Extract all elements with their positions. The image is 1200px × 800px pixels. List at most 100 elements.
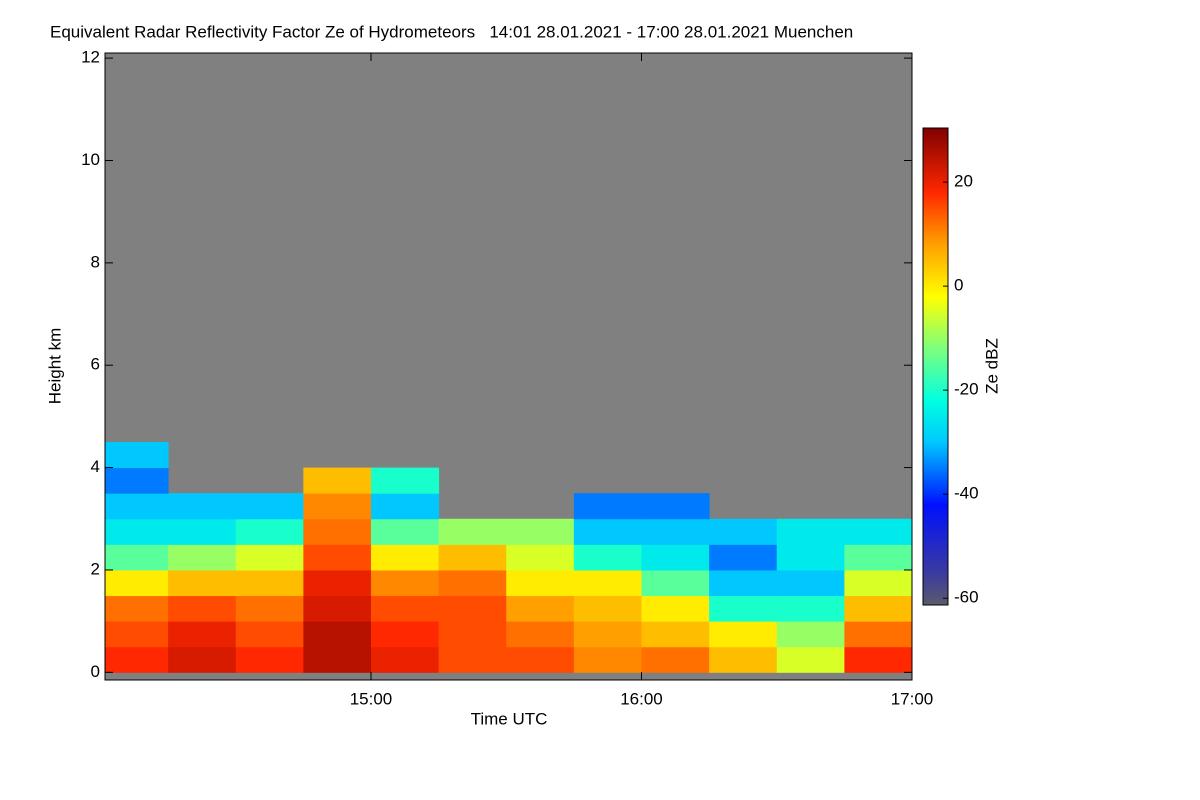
heatmap-cell bbox=[303, 518, 372, 545]
x-tick-label: 17:00 bbox=[891, 689, 934, 708]
heatmap-cell bbox=[438, 595, 507, 622]
chart-title: Equivalent Radar Reflectivity Factor Ze … bbox=[50, 22, 853, 41]
heatmap-cell bbox=[776, 646, 845, 673]
y-tick-label: 0 bbox=[91, 662, 100, 681]
heatmap-cell bbox=[105, 518, 169, 545]
heatmap-cell bbox=[641, 595, 710, 622]
heatmap-cell bbox=[370, 646, 440, 673]
heatmap-cell bbox=[235, 646, 304, 673]
heatmap-cell bbox=[105, 621, 169, 648]
heatmap-cell bbox=[105, 493, 169, 520]
y-tick-label: 6 bbox=[91, 355, 100, 374]
heatmap-cell bbox=[506, 569, 575, 597]
colorbar bbox=[922, 127, 949, 606]
heatmap-cell bbox=[370, 467, 440, 494]
heatmap-cell bbox=[709, 646, 778, 673]
heatmap-cell bbox=[709, 621, 778, 648]
heatmap-cell bbox=[168, 544, 237, 571]
heatmap-cell bbox=[709, 569, 778, 597]
heatmap-cell bbox=[438, 646, 507, 673]
heatmap-cell bbox=[235, 621, 304, 648]
heatmap-cell bbox=[105, 467, 169, 494]
heatmap-cell bbox=[573, 595, 642, 622]
colorbar-tick-label: -40 bbox=[954, 484, 979, 503]
heatmap-cell bbox=[776, 518, 845, 545]
heatmap-cell bbox=[641, 646, 710, 673]
heatmap-cell bbox=[235, 544, 304, 571]
heatmap-cell bbox=[573, 646, 642, 673]
heatmap-cell bbox=[438, 621, 507, 648]
y-tick-label: 12 bbox=[81, 48, 100, 67]
heatmap bbox=[105, 53, 912, 680]
heatmap-cell bbox=[303, 569, 372, 597]
heatmap-cell bbox=[641, 493, 710, 520]
heatmap-cell bbox=[506, 621, 575, 648]
y-tick-label: 8 bbox=[91, 252, 100, 271]
heatmap-cell bbox=[303, 621, 372, 648]
heatmap-cell bbox=[844, 518, 912, 545]
heatmap-cell bbox=[168, 493, 237, 520]
heatmap-cell bbox=[105, 544, 169, 571]
heatmap-cell bbox=[105, 646, 169, 673]
heatmap-cell bbox=[303, 646, 372, 673]
heatmap-cell bbox=[303, 467, 372, 494]
heatmap-cell bbox=[776, 569, 845, 597]
heatmap-cell bbox=[709, 518, 778, 545]
heatmap-cell bbox=[438, 518, 507, 545]
heatmap-cell bbox=[105, 441, 169, 469]
heatmap-cell bbox=[573, 493, 642, 520]
heatmap-cell bbox=[641, 544, 710, 571]
y-tick-label: 2 bbox=[91, 559, 100, 578]
heatmap-cell bbox=[303, 595, 372, 622]
heatmap-cell bbox=[573, 518, 642, 545]
plot-frame bbox=[104, 52, 913, 681]
colorbar-tick-label: -20 bbox=[954, 380, 979, 399]
heatmap-cell bbox=[776, 595, 845, 622]
heatmap-cell bbox=[370, 493, 440, 520]
heatmap-cell bbox=[506, 544, 575, 571]
heatmap-cell bbox=[438, 569, 507, 597]
heatmap-cell bbox=[573, 621, 642, 648]
heatmap-cell bbox=[105, 569, 169, 597]
heatmap-cell bbox=[370, 544, 440, 571]
heatmap-cell bbox=[303, 544, 372, 571]
colorbar-label: Ze dBZ bbox=[982, 338, 1001, 394]
y-tick-label: 10 bbox=[81, 150, 100, 169]
heatmap-cell bbox=[168, 595, 237, 622]
heatmap-cell bbox=[506, 518, 575, 545]
heatmap-cell bbox=[235, 493, 304, 520]
heatmap-cell bbox=[370, 518, 440, 545]
y-axis-label: Height km bbox=[45, 328, 64, 405]
heatmap-cell bbox=[168, 621, 237, 648]
heatmap-cell bbox=[844, 646, 912, 673]
heatmap-cell bbox=[235, 518, 304, 545]
heatmap-cell bbox=[168, 646, 237, 673]
heatmap-cell bbox=[370, 621, 440, 648]
heatmap-cell bbox=[506, 646, 575, 673]
colorbar-tick-label: -60 bbox=[954, 588, 979, 607]
heatmap-cell bbox=[573, 544, 642, 571]
heatmap-cell bbox=[168, 518, 237, 545]
heatmap-cell bbox=[709, 595, 778, 622]
heatmap-cell bbox=[438, 544, 507, 571]
heatmap-cell bbox=[776, 621, 845, 648]
x-tick-label: 15:00 bbox=[350, 689, 393, 708]
heatmap-cell bbox=[105, 595, 169, 622]
heatmap-cell bbox=[776, 544, 845, 571]
heatmap-cell bbox=[235, 595, 304, 622]
heatmap-cell bbox=[844, 595, 912, 622]
heatmap-cell bbox=[370, 595, 440, 622]
heatmap-cell bbox=[303, 493, 372, 520]
x-tick-label: 16:00 bbox=[620, 689, 663, 708]
heatmap-cell bbox=[641, 621, 710, 648]
heatmap-cell bbox=[168, 569, 237, 597]
y-tick-label: 4 bbox=[91, 457, 100, 476]
heatmap-cell bbox=[641, 518, 710, 545]
heatmap-cell bbox=[844, 544, 912, 571]
heatmap-cell bbox=[709, 544, 778, 571]
colorbar-tick-label: 20 bbox=[954, 172, 973, 191]
heatmap-cell bbox=[235, 569, 304, 597]
heatmap-cell bbox=[844, 569, 912, 597]
x-axis-label: Time UTC bbox=[471, 709, 548, 728]
